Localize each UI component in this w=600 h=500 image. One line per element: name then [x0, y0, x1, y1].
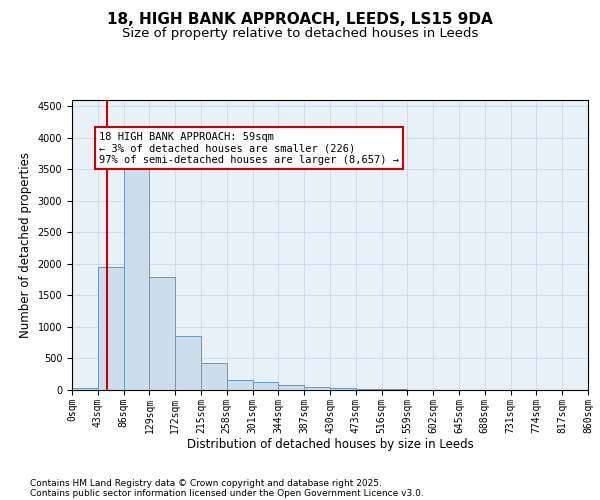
Bar [149, 276, 175, 390]
Bar [330, 388, 356, 390]
Bar [201, 363, 227, 390]
Text: Contains public sector information licensed under the Open Government Licence v3: Contains public sector information licen… [30, 488, 424, 498]
Bar [72, 388, 98, 390]
Bar [356, 388, 382, 390]
Bar [304, 387, 330, 390]
Y-axis label: Number of detached properties: Number of detached properties [19, 152, 32, 338]
Text: Size of property relative to detached houses in Leeds: Size of property relative to detached ho… [122, 28, 478, 40]
Bar [253, 382, 278, 390]
Bar [124, 166, 149, 390]
Text: 18 HIGH BANK APPROACH: 59sqm
← 3% of detached houses are smaller (226)
97% of se: 18 HIGH BANK APPROACH: 59sqm ← 3% of det… [99, 132, 399, 164]
X-axis label: Distribution of detached houses by size in Leeds: Distribution of detached houses by size … [187, 438, 473, 452]
Text: 18, HIGH BANK APPROACH, LEEDS, LS15 9DA: 18, HIGH BANK APPROACH, LEEDS, LS15 9DA [107, 12, 493, 28]
Text: Contains HM Land Registry data © Crown copyright and database right 2025.: Contains HM Land Registry data © Crown c… [30, 478, 382, 488]
Bar [278, 386, 304, 390]
Bar [98, 267, 124, 390]
Bar [175, 336, 201, 390]
Bar [227, 380, 253, 390]
